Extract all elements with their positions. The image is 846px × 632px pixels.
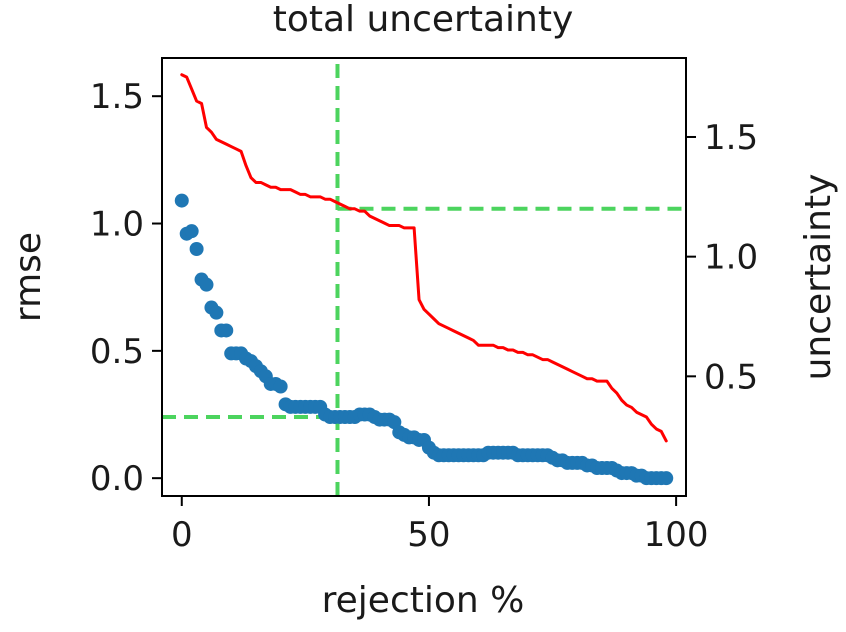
y-tick-label-right: 1.5 — [704, 118, 758, 158]
x-axis: 0 50 100 — [171, 496, 709, 555]
plot-frame — [161, 57, 687, 497]
x-axis-label: rejection % — [322, 580, 525, 621]
rmse-point — [184, 224, 199, 239]
x-tick-label: 50 — [407, 515, 450, 555]
rmse-point — [273, 379, 288, 394]
y-tick-label-left: 0.0 — [90, 459, 144, 499]
y-axis-label-left: rmse — [8, 232, 49, 322]
y-tick-label-left: 1.0 — [90, 205, 144, 245]
rmse-point — [189, 241, 204, 256]
rmse-point — [199, 277, 214, 292]
y-axis-right: 0.5 1.0 1.5 — [686, 118, 758, 397]
y-tick-label-right: 1.0 — [704, 238, 758, 278]
rmse-point — [209, 305, 224, 320]
y-tick-label-left: 1.5 — [90, 77, 144, 117]
rmse-point — [659, 471, 674, 486]
x-tick-label: 0 — [171, 515, 193, 555]
reference-lines — [162, 58, 686, 496]
rmse-point — [174, 193, 189, 208]
y-axis-label-right: uncertainty — [798, 174, 839, 381]
series-layer — [174, 73, 674, 486]
y-tick-label-right: 0.5 — [704, 357, 758, 397]
rmse-point — [219, 323, 234, 338]
y-tick-label-left: 0.5 — [90, 332, 144, 372]
plot-area — [162, 58, 686, 496]
chart-title: total uncertainty — [273, 0, 574, 40]
y-axis-left: 0.0 0.5 1.0 1.5 — [90, 77, 162, 499]
uncertainty-line — [180, 73, 668, 443]
x-tick-label: 100 — [644, 515, 709, 555]
